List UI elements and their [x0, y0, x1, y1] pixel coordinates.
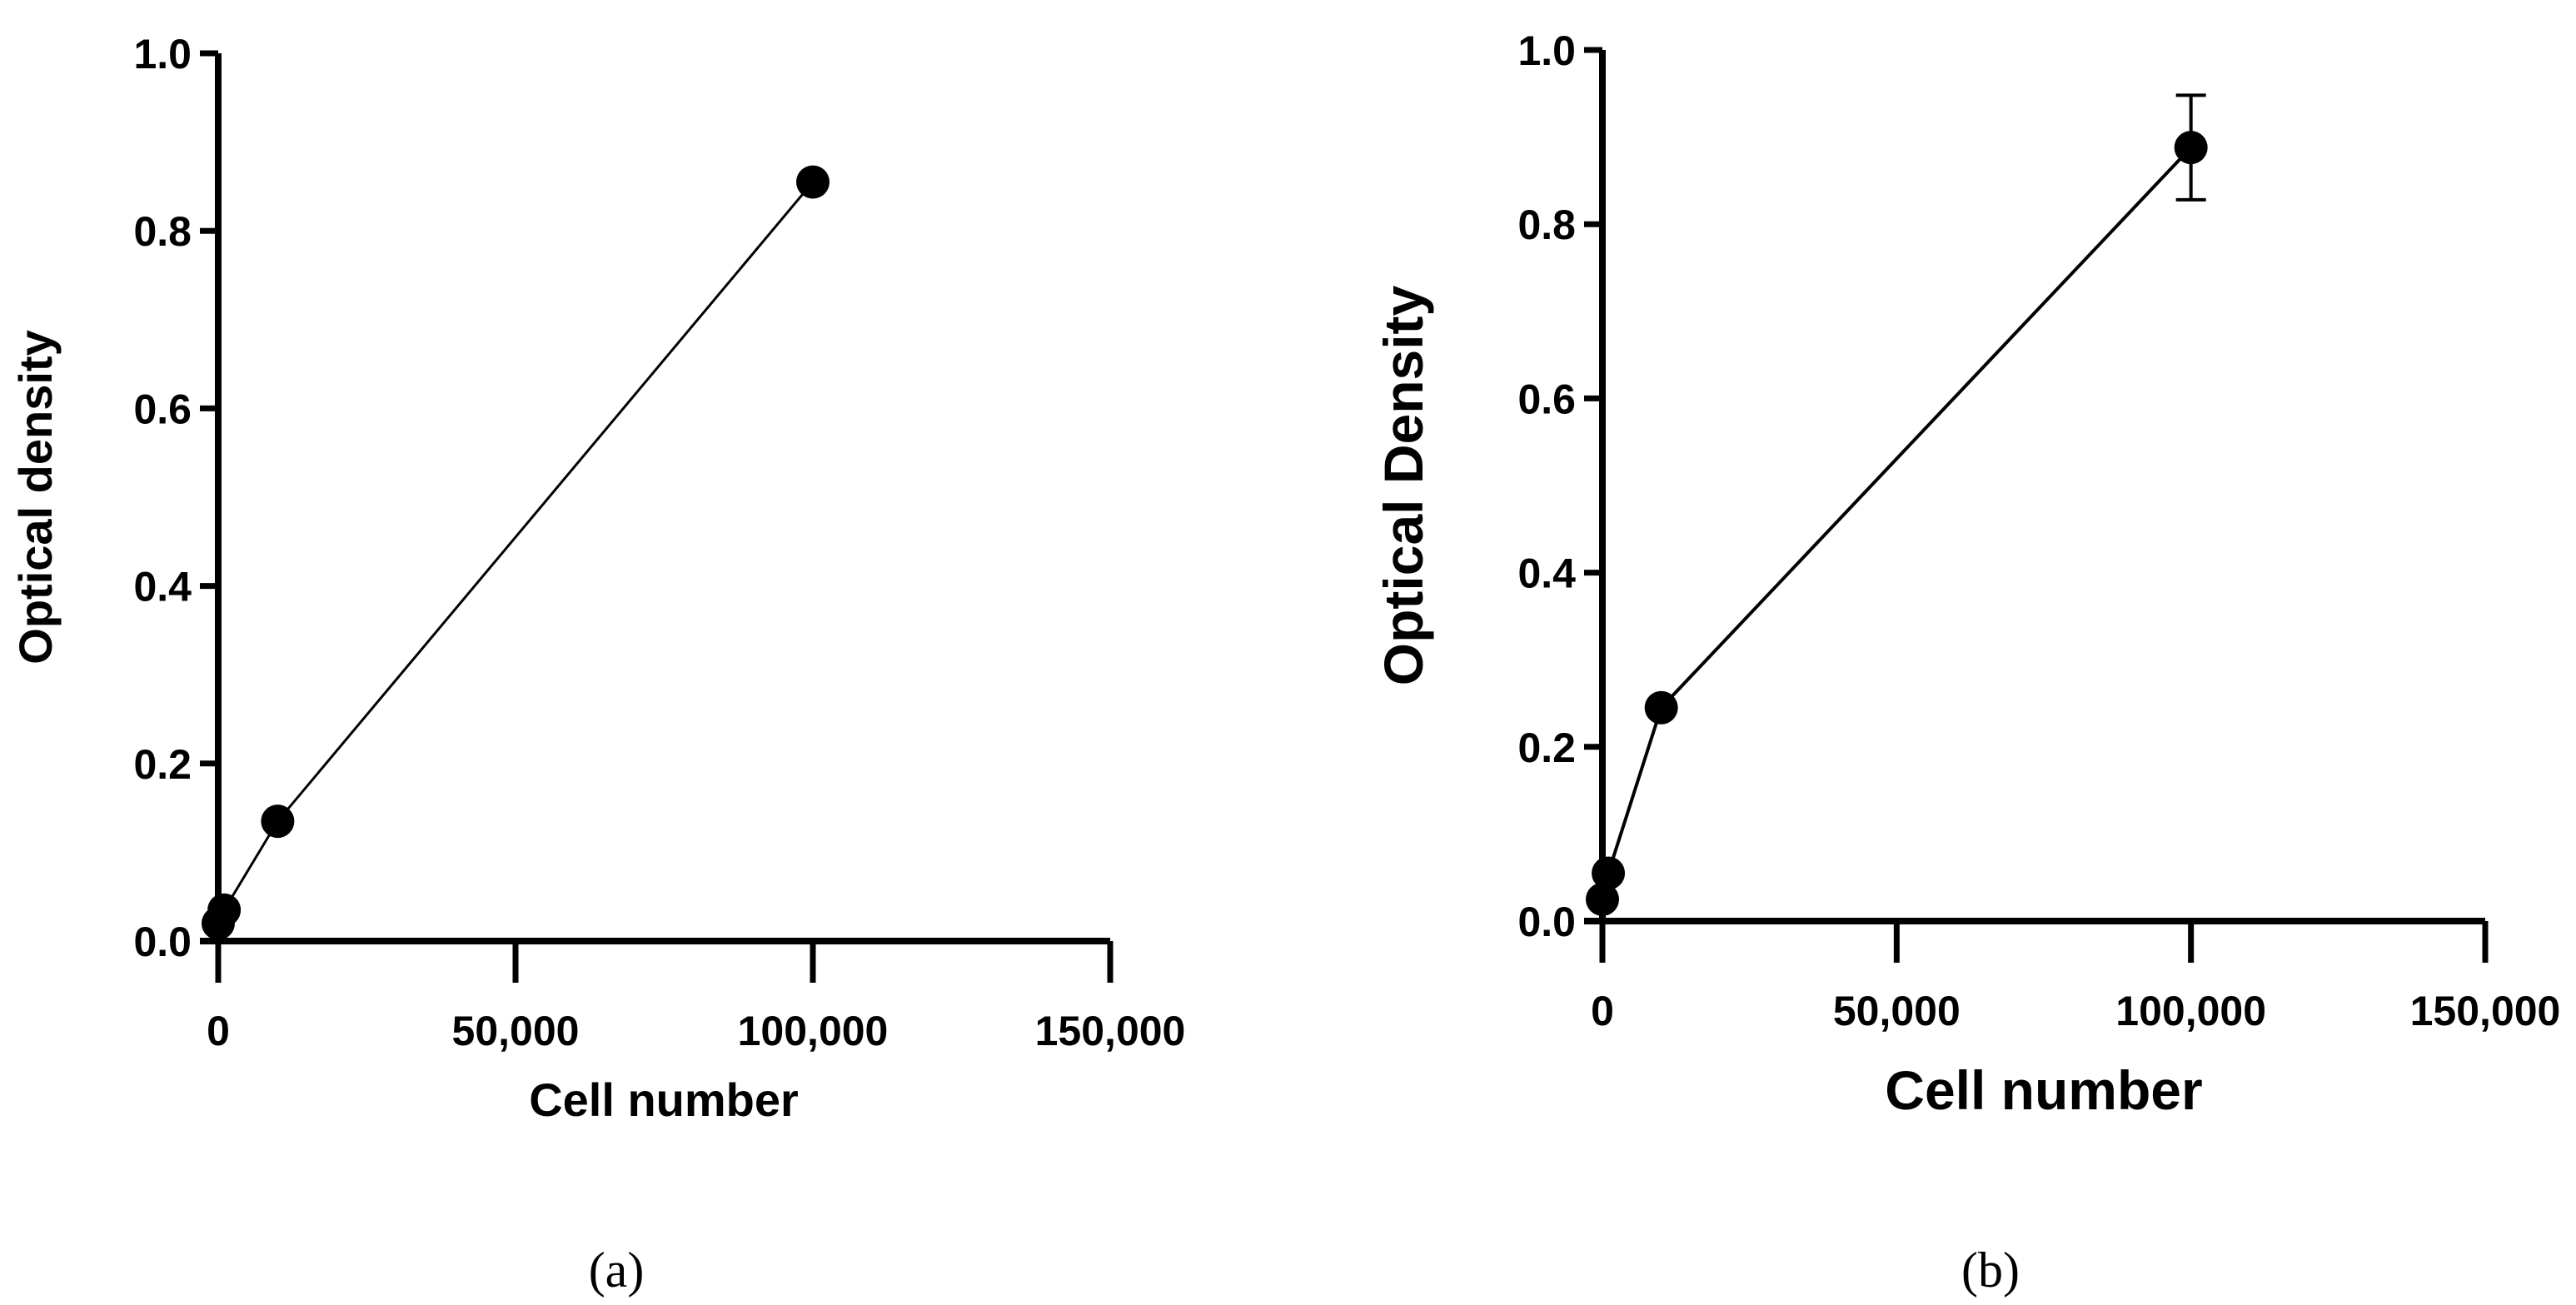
y-axis-title-a: Optical density [9, 330, 62, 664]
data-point-a [207, 893, 242, 927]
y-tick-label-a: 0.6 [133, 386, 192, 432]
x-tick-label-a: 100,000 [738, 1008, 889, 1054]
x-tick-label-b: 0 [1591, 988, 1614, 1034]
x-axis-title-b: Cell number [1885, 1059, 2202, 1121]
y-tick-label-a: 0.8 [133, 208, 192, 255]
x-tick-label-a: 150,000 [1035, 1008, 1186, 1054]
chart-a: (a) Cell number Optical density 0.0 0.2 0.… [9, 31, 1185, 1298]
x-tick-label-a: 50,000 [452, 1008, 580, 1054]
x-tick-label-b: 100,000 [2115, 988, 2266, 1034]
chart-b: (b) Cell number Optical Density 0.0 0.2 0.… [1373, 27, 2560, 1298]
y-tick-label-b: 0.8 [1517, 202, 1576, 248]
data-point-b [2174, 131, 2208, 165]
panel-label-a: (a) [589, 1243, 645, 1298]
series-line-a [217, 181, 815, 924]
data-point-b [1644, 690, 1678, 725]
y-tick-label-b: 0.0 [1517, 899, 1576, 945]
y-tick-label-b: 0.6 [1517, 376, 1576, 422]
series-line-b [1601, 146, 2193, 900]
x-axis-title-a: Cell number [529, 1073, 799, 1126]
data-point-b [1586, 882, 1619, 916]
y-tick-label-a: 0.2 [133, 741, 192, 788]
y-tick-label-a: 1.0 [133, 31, 192, 77]
x-tick-label-a: 0 [207, 1008, 230, 1054]
panel-label-b: (b) [1961, 1243, 2020, 1298]
y-axis-title-b: Optical Density [1373, 285, 1434, 685]
data-point-a [796, 165, 830, 199]
data-point-a [261, 804, 295, 839]
y-tick-label-b: 0.2 [1517, 725, 1576, 771]
x-tick-label-b: 150,000 [2410, 988, 2561, 1034]
y-tick-label-b: 1.0 [1517, 27, 1576, 74]
y-tick-label-a: 0.4 [133, 564, 192, 610]
y-tick-label-b: 0.4 [1517, 550, 1576, 597]
x-tick-label-b: 50,000 [1833, 988, 1961, 1034]
data-point-b [1592, 856, 1626, 890]
y-tick-label-a: 0.0 [133, 919, 192, 965]
